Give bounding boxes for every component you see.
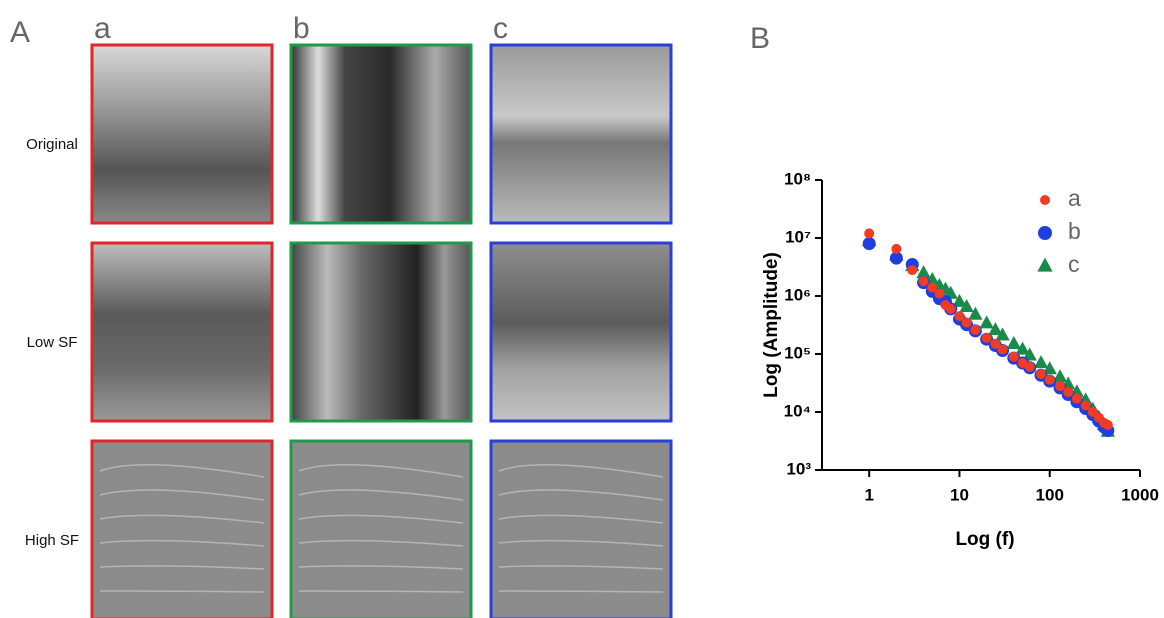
point [1071, 393, 1082, 404]
point [1044, 374, 1055, 385]
panel-label: B [750, 22, 770, 55]
point [934, 288, 945, 299]
point [979, 315, 994, 329]
point [954, 311, 965, 322]
image-panel [90, 439, 274, 618]
edge-texture [298, 464, 464, 478]
point [1006, 335, 1021, 349]
row-label: High SF [25, 532, 79, 549]
point [968, 306, 983, 320]
y-tick-label: 10⁸ [784, 169, 811, 188]
edge-texture [99, 489, 265, 501]
column-label: c [493, 12, 508, 45]
column-label: b [293, 12, 310, 45]
point [961, 317, 972, 328]
edge-texture [498, 539, 664, 547]
point [1024, 361, 1035, 372]
point [862, 237, 876, 251]
edge-texture [498, 464, 664, 478]
edge-texture [99, 590, 265, 593]
edge-texture [298, 565, 464, 570]
point [916, 265, 931, 279]
image-panel [90, 241, 274, 423]
point [945, 303, 956, 314]
y-tick-label: 10⁶ [784, 285, 811, 304]
point [864, 228, 875, 239]
edge-texture [498, 565, 664, 570]
point [1042, 361, 1057, 375]
y-tick-label: 10⁷ [785, 227, 811, 246]
x-tick-label: 1000 [1121, 485, 1159, 504]
point [970, 324, 981, 335]
edge-texture [99, 565, 265, 570]
point [952, 293, 967, 307]
edge-texture [498, 489, 664, 501]
point [889, 251, 903, 265]
panel-label: A [10, 16, 30, 49]
legend-label: b [1068, 218, 1081, 244]
point [1035, 369, 1046, 380]
legend-marker [1037, 257, 1053, 272]
point [927, 282, 938, 293]
edge-texture [99, 539, 265, 547]
point [981, 332, 992, 343]
x-tick-label: 100 [1036, 485, 1064, 504]
y-axis-label: Log (Amplitude) [761, 252, 782, 398]
image-panel [90, 43, 274, 225]
legend-label: a [1068, 185, 1081, 211]
image-panel [489, 241, 673, 423]
point [959, 299, 974, 313]
legend-marker [1038, 226, 1052, 240]
column-label: a [94, 12, 111, 45]
point [1033, 355, 1049, 369]
x-tick-label: 1 [864, 485, 873, 504]
image-panel [489, 439, 673, 618]
point [1015, 341, 1030, 355]
y-tick-label: 10⁵ [784, 343, 811, 362]
y-tick-label: 10³ [786, 459, 811, 478]
point [1022, 347, 1037, 361]
legend-label: c [1068, 251, 1080, 277]
y-tick-label: 10⁴ [784, 401, 811, 420]
image-panel [289, 241, 473, 423]
edge-texture [298, 590, 464, 593]
row-label: Original [26, 136, 78, 153]
edge-texture [298, 514, 464, 524]
point [997, 344, 1008, 355]
edge-texture [298, 489, 464, 501]
edge-texture [298, 539, 464, 547]
point [1102, 419, 1113, 430]
image-panel [289, 439, 473, 618]
point [988, 322, 1003, 336]
point [907, 265, 918, 276]
edge-texture [99, 514, 265, 524]
legend-marker [1040, 195, 1050, 205]
edge-texture [99, 464, 265, 478]
point [1055, 381, 1066, 392]
image-panel [489, 43, 673, 225]
point [1008, 351, 1019, 362]
image-panel [289, 43, 473, 225]
point [1080, 400, 1091, 411]
point [1063, 387, 1074, 398]
point [990, 338, 1001, 349]
x-axis-label: Log (f) [955, 529, 1014, 550]
point [891, 243, 902, 254]
point [918, 276, 929, 287]
edge-texture [498, 514, 664, 524]
point [1052, 369, 1068, 383]
point [995, 327, 1010, 341]
row-label: Low SF [27, 334, 78, 351]
edge-texture [498, 590, 664, 593]
x-tick-label: 10 [950, 485, 969, 504]
